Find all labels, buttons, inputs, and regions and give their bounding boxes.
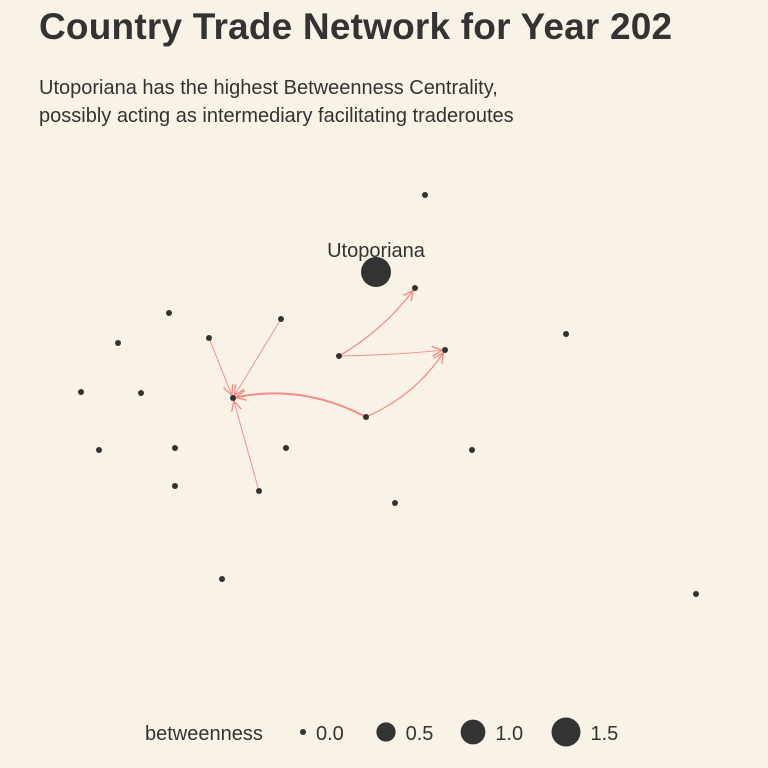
edges-layer (208, 290, 443, 492)
legend-label-0.5: 0.5 (406, 723, 434, 745)
node-n5 (115, 340, 121, 346)
node-n10 (363, 414, 369, 420)
node-label-Utoporiana: Utoporiana (327, 240, 426, 262)
node-n4 (278, 316, 284, 322)
node-n16 (283, 445, 289, 451)
legend-label-1.5: 1.5 (591, 723, 619, 745)
node-n1 (422, 192, 428, 198)
edge-n4-n14 (235, 318, 282, 395)
subtitle-line-1: Utoporiana has the highest Betweenness C… (39, 77, 498, 99)
node-n13 (96, 447, 102, 453)
edge-n10-n11 (365, 353, 443, 418)
node-n12 (138, 390, 144, 396)
node-n14 (230, 395, 236, 401)
node-n22 (693, 591, 699, 597)
node-n15 (172, 445, 178, 451)
legend-label-0.0: 0.0 (316, 723, 344, 745)
node-Utoporiana (361, 257, 391, 287)
legend-key-0.0 (300, 729, 306, 735)
node-n7 (563, 331, 569, 337)
legend-key-0.5 (376, 722, 396, 742)
legend-label-1.0: 1.0 (495, 723, 523, 745)
node-n19 (392, 500, 398, 506)
node-n18 (172, 483, 178, 489)
edge-n17-n14 (234, 401, 260, 492)
edge-n10-n14 (236, 393, 367, 418)
edge-n8-n3 (338, 290, 413, 357)
node-n17 (256, 488, 262, 494)
chart-subtitle: Utoporiana has the highest Betweenness C… (39, 74, 514, 130)
node-n8 (336, 353, 342, 359)
node-n9 (78, 389, 84, 395)
node-n11 (442, 347, 448, 353)
nodes-layer (78, 192, 699, 597)
node-n21 (219, 576, 225, 582)
node-n3 (412, 285, 418, 291)
legend: betweenness 0.0 0.5 1.0 1.5 (145, 717, 619, 747)
node-n20 (469, 447, 475, 453)
legend-key-1.5 (551, 717, 581, 747)
node-n6 (206, 335, 212, 341)
chart-title: Country Trade Network for Year 202 (39, 6, 673, 47)
legend-title: betweenness (145, 723, 263, 745)
labels-layer: Utoporiana (327, 240, 426, 262)
node-n2 (166, 310, 172, 316)
legend-key-1.0 (460, 719, 486, 745)
edge-n6-n14 (208, 337, 232, 395)
edge-n8-n11 (338, 350, 442, 356)
subtitle-line-2: possibly acting as intermediary facilita… (39, 105, 514, 127)
